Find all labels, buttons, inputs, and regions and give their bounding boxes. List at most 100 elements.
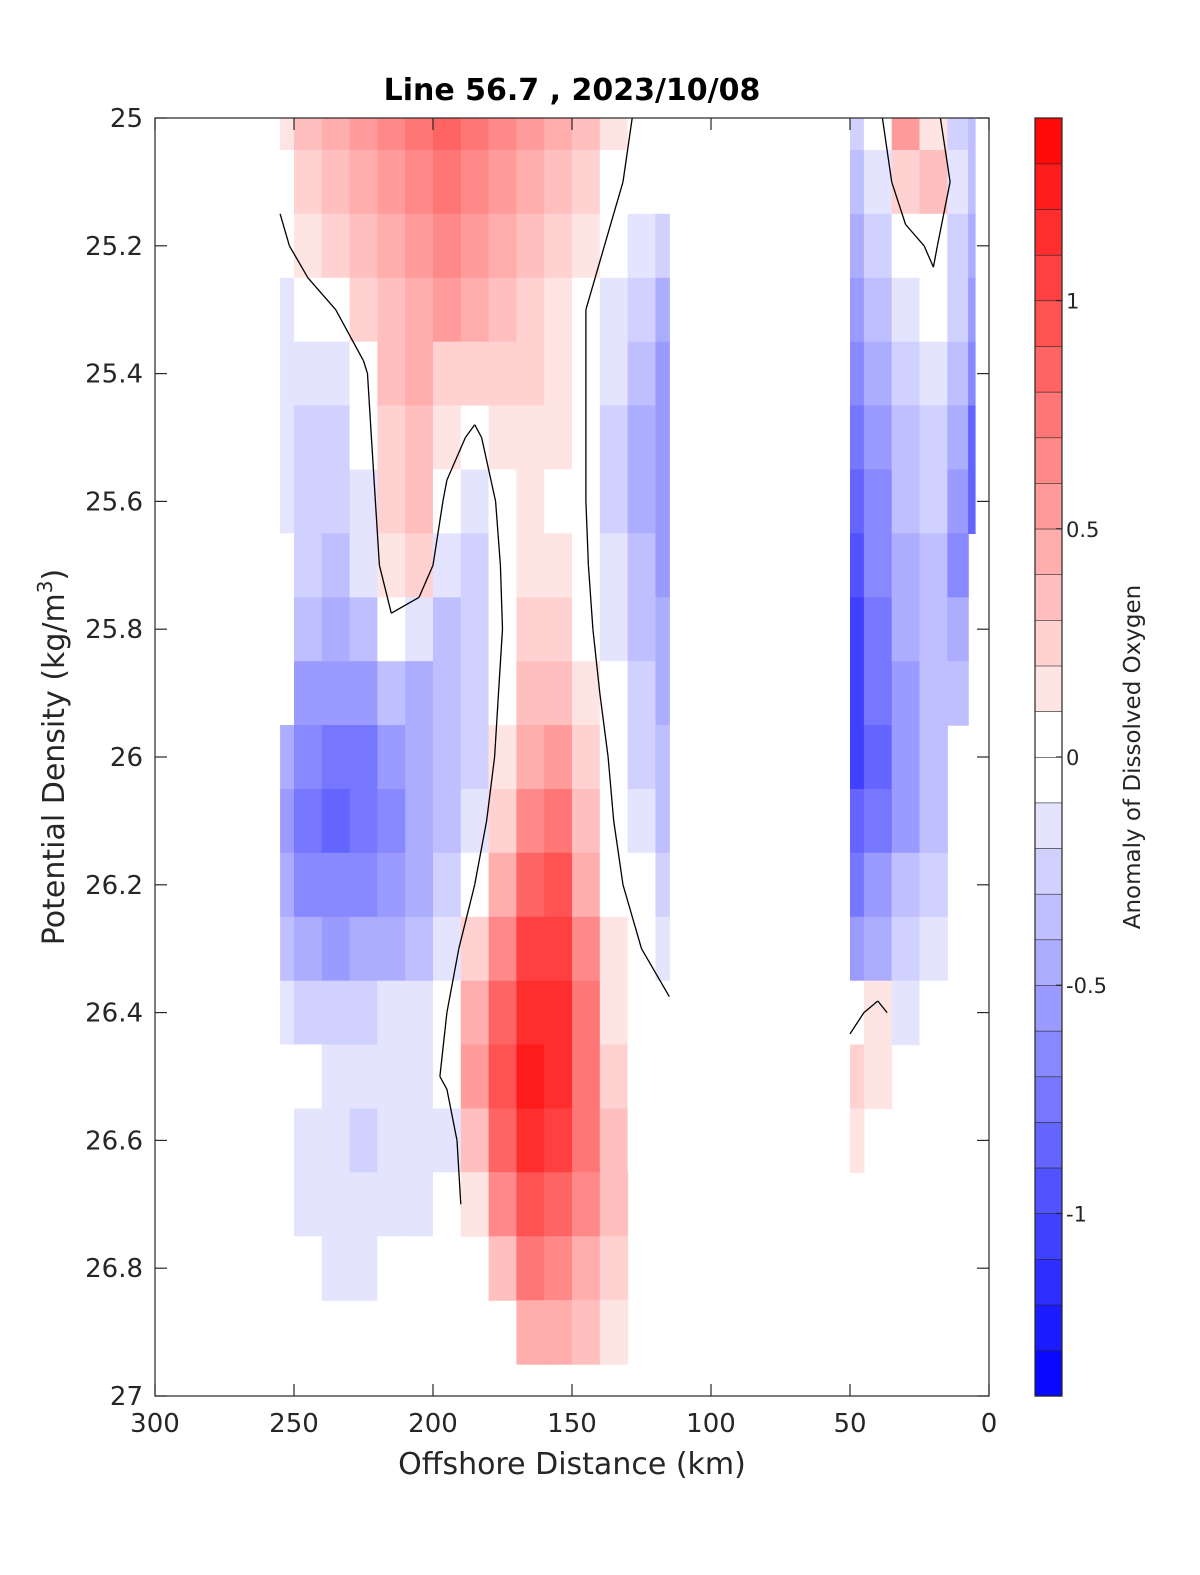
heatmap-cell xyxy=(516,661,545,726)
heatmap-cell xyxy=(850,469,865,534)
heatmap-cell xyxy=(572,1172,601,1237)
heatmap-cell xyxy=(516,341,545,407)
colorbar-band xyxy=(1034,1167,1063,1215)
heatmap-cell xyxy=(460,469,490,534)
heatmap-cell xyxy=(280,213,295,279)
heatmap-cell xyxy=(294,118,323,151)
heatmap-cell xyxy=(572,1300,601,1365)
heatmap-cell xyxy=(280,1172,295,1237)
heatmap-cell xyxy=(627,980,656,1046)
heatmap-cell xyxy=(599,469,629,534)
y-tick-label: 26.4 xyxy=(85,999,143,1029)
heatmap-cell xyxy=(572,789,601,854)
heatmap-cell xyxy=(627,118,656,151)
heatmap-cell xyxy=(516,405,545,470)
heatmap-cell xyxy=(544,150,573,215)
heatmap-cell xyxy=(349,1236,378,1301)
heatmap-cell xyxy=(294,725,323,790)
heatmap-cell xyxy=(488,150,517,215)
heatmap-cell xyxy=(405,1108,434,1173)
heatmap-cell xyxy=(947,597,969,662)
heatmap-cell xyxy=(321,405,351,470)
heatmap-cell xyxy=(850,341,865,407)
colorbar-band xyxy=(1034,482,1063,530)
heatmap-cell xyxy=(968,150,976,215)
heatmap-cell xyxy=(280,118,295,151)
heatmap-cell xyxy=(863,725,893,790)
colorbar-band xyxy=(1034,1121,1063,1169)
heatmap-cell xyxy=(280,852,295,918)
colorbar-label: Anomaly of Dissolved Oxygen xyxy=(1120,585,1146,930)
contour-segment xyxy=(390,596,420,614)
y-axis-label-suffix: ) xyxy=(37,569,72,581)
heatmap-cell xyxy=(599,341,629,407)
colorbar-band xyxy=(1034,437,1063,484)
heatmap-cell xyxy=(460,150,490,215)
heatmap-cell xyxy=(377,916,406,982)
heatmap-cell xyxy=(572,852,601,918)
heatmap-cell xyxy=(544,1236,573,1301)
y-axis-label-superscript: 3 xyxy=(33,580,57,593)
heatmap-cell xyxy=(968,341,976,407)
heatmap-cell xyxy=(850,213,865,279)
y-tick-label: 26 xyxy=(110,743,143,773)
heatmap-cell xyxy=(488,1044,517,1109)
heatmap-cell xyxy=(377,150,406,215)
heatmap-cell xyxy=(433,661,462,726)
heatmap-cell xyxy=(321,150,351,215)
heatmap-cell xyxy=(863,789,893,854)
heatmap-cell xyxy=(599,118,629,151)
heatmap-cell xyxy=(294,341,323,407)
heatmap-cell xyxy=(488,661,517,726)
heatmap-cell xyxy=(891,725,921,790)
heatmap-cell xyxy=(405,789,434,854)
heatmap-cell xyxy=(919,118,948,151)
heatmap-cell xyxy=(321,1044,351,1109)
heatmap-cell xyxy=(919,725,948,790)
contour-segment xyxy=(374,501,381,566)
contour-segment xyxy=(485,756,496,821)
contour-segment xyxy=(585,501,590,566)
heatmap-cell xyxy=(627,469,656,534)
contour-segment xyxy=(877,1000,888,1014)
heatmap-cell xyxy=(377,118,406,151)
heatmap-cell xyxy=(850,405,865,470)
heatmap-cell xyxy=(280,1236,295,1301)
y-tick-label: 25 xyxy=(110,104,143,134)
heatmap-cell xyxy=(377,341,406,407)
heatmap-cell xyxy=(377,1236,406,1301)
contour-segment xyxy=(446,948,460,1013)
heatmap-cell xyxy=(405,980,434,1046)
heatmap-cell xyxy=(891,150,921,215)
heatmap-cell xyxy=(280,597,295,662)
heatmap-cell xyxy=(850,852,865,918)
y-tick-label: 27 xyxy=(110,1382,143,1412)
x-axis-label: Offshore Distance (km) xyxy=(398,1447,746,1482)
heatmap-cell xyxy=(516,789,545,854)
heatmap-cell xyxy=(460,980,490,1046)
heatmap-cell xyxy=(850,980,865,1046)
heatmap-cell xyxy=(516,277,545,343)
y-tick-label: 25.4 xyxy=(85,360,143,390)
heatmap-cell xyxy=(280,277,295,343)
heatmap-cell xyxy=(919,597,948,662)
y-tick-label: 25.8 xyxy=(85,615,143,645)
colorbar-band xyxy=(1034,1076,1063,1123)
heatmap-cell xyxy=(599,916,629,982)
colorbar-band xyxy=(1034,391,1063,439)
contour-segment xyxy=(418,565,434,598)
contour-segment xyxy=(442,479,448,502)
heatmap-cell xyxy=(433,1236,462,1301)
heatmap-cell xyxy=(294,1108,323,1173)
heatmap-cell xyxy=(433,213,462,279)
colorbar-band xyxy=(1034,619,1063,667)
contour-segment xyxy=(366,373,373,438)
colorbar-band xyxy=(1034,345,1063,393)
heatmap-cell xyxy=(655,916,670,982)
heatmap-cell xyxy=(433,597,462,662)
heatmap-cell xyxy=(599,980,629,1046)
heatmap-cell xyxy=(516,597,545,662)
colorbar: 1 0.5 0 -0.5 -1 xyxy=(1034,117,1107,1397)
heatmap-cell xyxy=(891,118,921,151)
